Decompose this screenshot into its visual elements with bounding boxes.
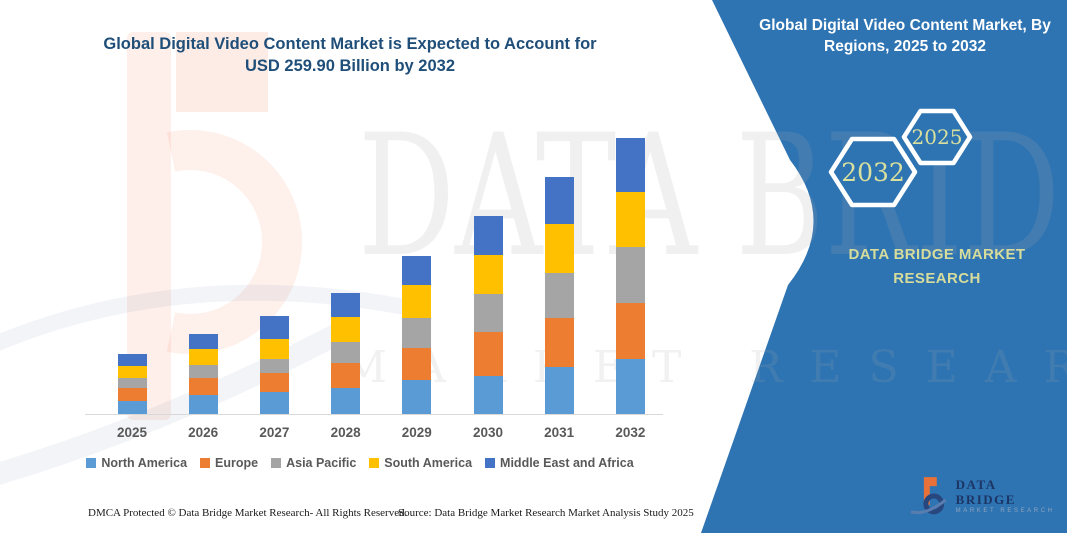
- logo-name-text: DATA BRIDGE: [955, 476, 1016, 507]
- bar-segment-2027: [259, 316, 289, 339]
- watermark-flag-shape: [176, 32, 268, 112]
- x-axis-label: 2029: [401, 425, 432, 440]
- x-axis-label: 2028: [330, 425, 361, 440]
- x-axis-label: 2027: [259, 425, 290, 440]
- x-axis-label: 2026: [188, 425, 219, 440]
- bar-segment-2025: [117, 354, 147, 367]
- watermark-line1: DATA BRIDGE: [358, 98, 1067, 294]
- legend-item: North America: [86, 456, 187, 470]
- legend-label: Middle East and Africa: [500, 456, 634, 470]
- bar-segment-2028: [331, 388, 361, 414]
- x-axis-line: [85, 414, 663, 415]
- legend-label: North America: [101, 456, 188, 470]
- legend-swatch: [271, 458, 282, 468]
- bar-segment-2026: [188, 364, 218, 378]
- hexagon-start-year-label: 2025: [912, 125, 963, 149]
- bar-segment-2029: [402, 256, 432, 286]
- bar-segment-2031: [544, 224, 574, 273]
- logo-b-bowl: [923, 493, 945, 515]
- brand-text: DATA BRIDGE MARKET RESEARCH: [848, 246, 1026, 287]
- bar-segment-2026: [188, 395, 218, 414]
- bar-segment-2026: [188, 333, 218, 350]
- bar-segment-2030: [473, 255, 503, 294]
- legend-swatch: [86, 458, 97, 468]
- hexagon-end-year: [828, 136, 918, 208]
- dmca-notice: DMCA Protected © Data Bridge Market Rese…: [88, 507, 408, 519]
- watermark-swoosh-upper: [0, 284, 412, 351]
- legend-label: Europe: [215, 456, 259, 470]
- x-axis-label: 2032: [615, 425, 646, 440]
- bar-segment-2026: [188, 377, 218, 396]
- company-logo: DATA BRIDGE MARKET RESEARCH: [910, 473, 1060, 519]
- chart-legend: North America Europe Asia Pacific South Ame…: [40, 453, 680, 473]
- legend-item: South America: [369, 456, 472, 470]
- chart-title: Global Digital Video Content Market is E…: [40, 33, 660, 77]
- bar-segment-2025: [117, 366, 147, 379]
- side-panel-shape: [701, 0, 1067, 533]
- legend-label: South America: [384, 456, 473, 470]
- bar-segment-2030: [473, 293, 503, 332]
- logo-b-stroke: [923, 477, 937, 505]
- watermark-swoosh-lower: [0, 320, 351, 485]
- legend-label: Asia Pacific: [286, 456, 357, 470]
- bar-segment-2028: [331, 293, 361, 317]
- bar-segment-2025: [117, 401, 147, 414]
- bar-segment-2025: [117, 388, 147, 402]
- watermark-bowl-shape: [166, 130, 302, 354]
- bar-segment-2030: [473, 331, 503, 377]
- logo-swoosh: [910, 498, 947, 515]
- bar-segment-2032: [615, 138, 645, 193]
- company-logo-icon: [910, 477, 947, 515]
- bar-segment-2031: [544, 176, 574, 225]
- chart-title-line2: USD 259.90 Billion by 2032: [244, 57, 455, 75]
- watermark-bar-shape: [127, 32, 171, 420]
- hexagon-end-year-label: 2032: [841, 158, 905, 187]
- chart-title-line1: Global Digital Video Content Market is E…: [103, 35, 597, 53]
- bar-segment-2032: [615, 247, 645, 303]
- x-axis-label: 2025: [116, 425, 148, 440]
- x-axis-label: 2031: [544, 425, 575, 440]
- bar-segment-2028: [331, 341, 361, 364]
- bar-segment-2025: [117, 378, 147, 389]
- legend-item: Asia Pacific: [271, 456, 356, 470]
- bar-segment-2030: [473, 216, 503, 256]
- bar-segment-2031: [544, 272, 574, 319]
- bar-segment-2027: [259, 358, 289, 374]
- bar-segment-2028: [331, 316, 361, 342]
- legend-swatch: [200, 458, 211, 468]
- bar-segment-2030: [473, 376, 503, 414]
- hexagon-start-year: [901, 108, 973, 166]
- legend-swatch: [369, 458, 380, 468]
- bar-segment-2027: [259, 338, 289, 359]
- legend-item: Europe: [200, 456, 258, 470]
- x-axis-label: 2030: [472, 425, 504, 440]
- source-notice: Source: Data Bridge Market Research Mark…: [398, 507, 694, 519]
- legend-item: Middle East and Africa: [485, 456, 634, 470]
- bar-segment-2027: [259, 392, 289, 414]
- bar-segment-2031: [544, 366, 574, 414]
- logo-tagline-text: MARKET RESEARCH: [955, 507, 1055, 514]
- watermark-line2: MARKET RESEARCH: [342, 342, 1067, 393]
- bar-segment-2032: [615, 359, 645, 414]
- bar-segment-2027: [259, 373, 289, 393]
- legend-swatch: [485, 458, 496, 468]
- side-panel-title: Global Digital Video Content Market, By …: [759, 17, 1051, 55]
- bar-segment-2029: [402, 348, 432, 380]
- bar-segment-2029: [402, 285, 432, 319]
- bar-segment-2031: [544, 318, 574, 367]
- bar-segment-2029: [402, 318, 432, 349]
- year-hexagons: 2032 2025: [828, 108, 973, 208]
- bar-segment-2028: [331, 363, 361, 389]
- bar-segment-2032: [615, 192, 645, 248]
- bar-segment-2026: [188, 349, 218, 365]
- bar-segment-2032: [615, 302, 645, 360]
- bar-segment-2029: [402, 380, 432, 414]
